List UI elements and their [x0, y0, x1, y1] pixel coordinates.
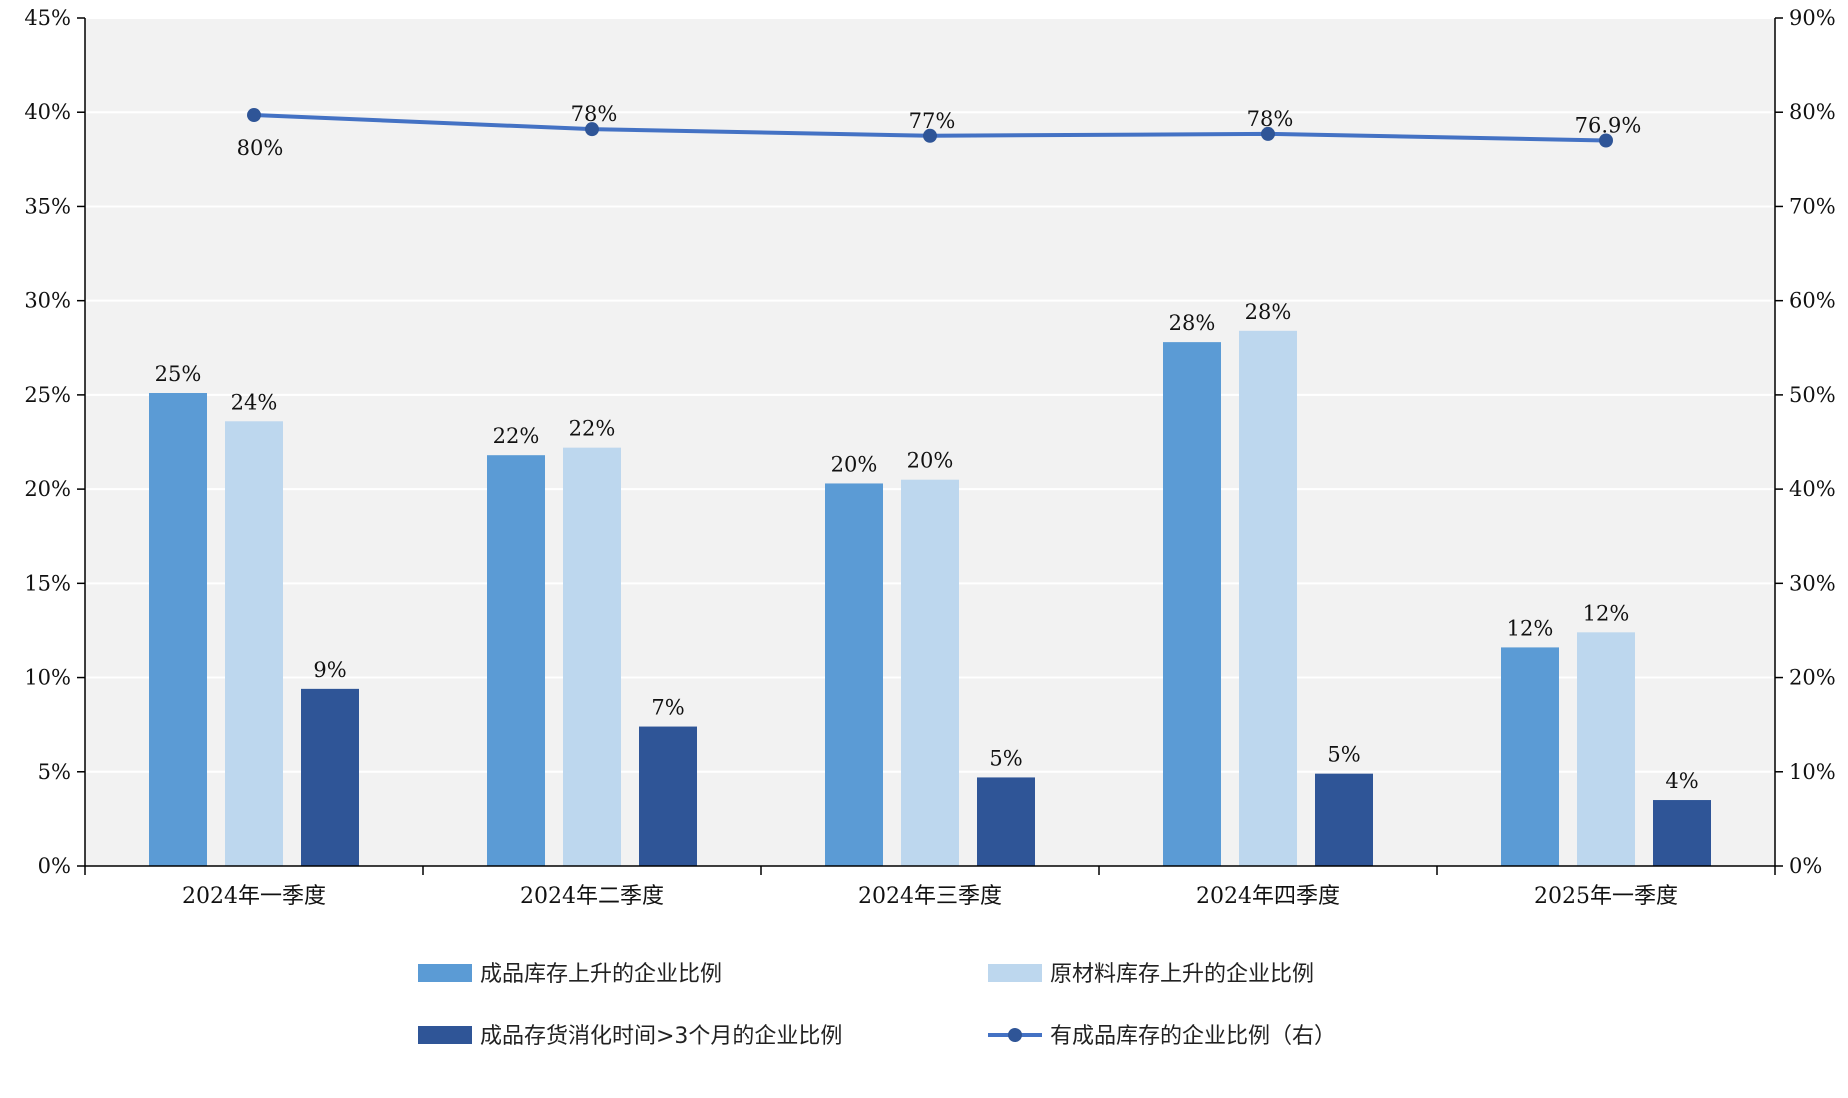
left-axis-tick-label: 10% — [24, 666, 71, 690]
x-axis-category-label: 2024年三季度 — [858, 884, 1002, 909]
line-data-label: 78% — [571, 102, 618, 126]
left-axis-tick-label: 25% — [24, 383, 71, 407]
axes: 0% 5% 10% 15% 20% 25% 30% 35% 40% 45% 0% 10% 20% 30% 4… — [24, 6, 1835, 909]
x-axis-category-label: 2025年一季度 — [1534, 884, 1678, 909]
bar — [977, 777, 1035, 866]
line-data-label: 78% — [1247, 107, 1294, 131]
bar — [1163, 342, 1221, 866]
left-axis-tick-label: 20% — [24, 477, 71, 501]
left-axis-tick-label: 40% — [24, 100, 71, 124]
bar-data-label: 28% — [1245, 300, 1292, 324]
line-data-label: 76.9% — [1575, 113, 1642, 137]
bar-data-label: 5% — [989, 746, 1022, 770]
bar-data-label: 28% — [1169, 311, 1216, 335]
legend-swatch — [418, 1026, 472, 1044]
x-axis-category-label: 2024年四季度 — [1196, 884, 1340, 909]
bar — [825, 483, 883, 866]
bar — [1315, 773, 1373, 866]
bar — [1239, 330, 1297, 867]
bar-data-label: 22% — [569, 417, 616, 441]
bar-data-label: 7% — [651, 696, 684, 720]
line-point — [585, 122, 599, 137]
legend-label: 原材料库存上升的企业比例 — [1050, 962, 1314, 987]
legend-label: 成品存货消化时间>3个月的企业比例 — [480, 1024, 842, 1049]
right-axis-tick-label: 10% — [1789, 760, 1836, 784]
right-axis-tick-label: 0% — [1789, 854, 1822, 878]
x-axis-category-label: 2024年二季度 — [520, 884, 664, 909]
line-point — [247, 108, 261, 123]
bar-data-label: 12% — [1507, 616, 1554, 640]
bar-data-label: 25% — [155, 362, 202, 386]
left-axis-tick-label: 15% — [24, 571, 71, 595]
line-series — [247, 108, 1613, 148]
right-axis-tick-label: 80% — [1789, 100, 1836, 124]
bar — [487, 455, 545, 866]
bar-data-label: 22% — [493, 424, 540, 448]
left-axis-tick-label: 35% — [24, 194, 71, 218]
bar-data-label: 20% — [831, 452, 878, 476]
right-axis-tick-label: 60% — [1789, 289, 1836, 313]
x-axis-category-label: 2024年一季度 — [182, 884, 326, 909]
legend-label: 有成品库存的企业比例（右） — [1050, 1024, 1336, 1049]
bar-data-label: 12% — [1583, 601, 1630, 625]
bar — [901, 479, 959, 866]
bar-data-label: 4% — [1665, 769, 1698, 793]
line-point — [1599, 133, 1613, 148]
bar — [1501, 647, 1559, 866]
bar — [301, 688, 359, 866]
right-axis-tick-label: 40% — [1789, 477, 1836, 501]
data-labels: 25% 22% 20% 28% 12% 24% 22% 20% 28% 12% 9% 7% 5% 5% 4%… — [155, 102, 1699, 793]
right-axis-tick-label: 90% — [1789, 6, 1836, 30]
right-axis-tick-label: 50% — [1789, 383, 1836, 407]
legend-swatch-marker — [1008, 1028, 1022, 1042]
bar-data-label: 20% — [907, 449, 954, 473]
bar — [149, 393, 207, 866]
line-point — [923, 128, 937, 143]
legend-label: 成品库存上升的企业比例 — [480, 962, 722, 987]
line-data-label: 80% — [237, 136, 284, 160]
bar — [1653, 800, 1711, 866]
bar-data-label: 24% — [231, 390, 278, 414]
right-axis-tick-label: 70% — [1789, 194, 1836, 218]
right-axis-tick-label: 30% — [1789, 571, 1836, 595]
legend-swatch — [988, 964, 1042, 982]
bar — [225, 421, 283, 866]
left-axis-tick-label: 30% — [24, 289, 71, 313]
legend-swatch — [418, 964, 472, 982]
bar — [563, 447, 621, 866]
bar-series — [149, 330, 1711, 867]
bar — [639, 726, 697, 866]
right-axis-tick-label: 20% — [1789, 666, 1836, 690]
bar — [1577, 632, 1635, 866]
line-point — [1261, 126, 1275, 141]
left-axis-tick-label: 0% — [38, 854, 71, 878]
legend: 成品库存上升的企业比例 原材料库存上升的企业比例成品存货消化时间>3个月的企业比例… — [418, 962, 1336, 1049]
left-axis-tick-label: 5% — [38, 760, 71, 784]
left-axis-tick-label: 45% — [24, 6, 71, 30]
bar-data-label: 9% — [313, 658, 346, 682]
line-data-label: 77% — [909, 109, 956, 133]
bar-data-label: 5% — [1327, 743, 1360, 767]
